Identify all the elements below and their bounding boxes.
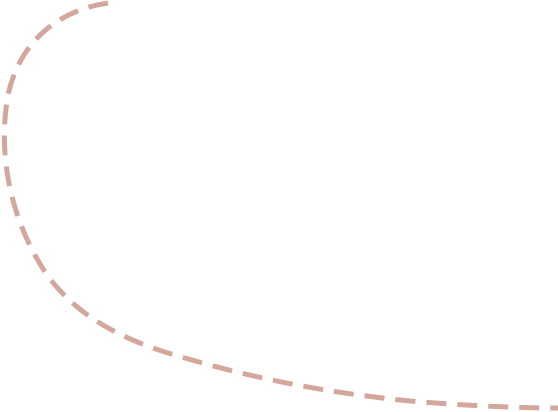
dashed-curve-line xyxy=(1,0,558,411)
decorative-curve-graphic xyxy=(1,0,558,411)
canvas xyxy=(1,0,558,411)
